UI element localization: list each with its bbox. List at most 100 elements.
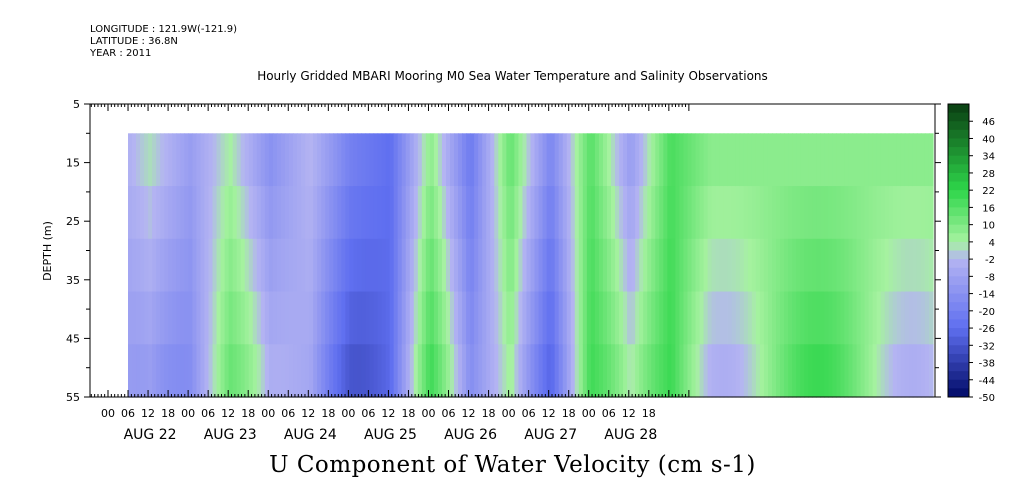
heat-cell xyxy=(643,344,648,398)
heat-cell xyxy=(703,238,709,293)
heat-cell xyxy=(904,133,910,187)
heat-cell xyxy=(518,186,524,240)
heat-cell xyxy=(268,238,274,293)
y-tick-label: 25 xyxy=(66,215,80,228)
heat-cell xyxy=(912,133,918,187)
heat-cell xyxy=(502,238,507,293)
heat-cell xyxy=(751,133,757,187)
heat-cell xyxy=(401,133,407,187)
heat-cell xyxy=(180,186,185,240)
heat-cell xyxy=(462,133,467,187)
heat-cell xyxy=(212,344,218,398)
colorbar-swatch xyxy=(948,129,969,139)
heat-cell xyxy=(606,133,612,187)
heat-cell xyxy=(635,186,640,240)
colorbar-swatch xyxy=(948,319,969,329)
heat-cell xyxy=(128,186,133,240)
heat-cell xyxy=(413,291,419,345)
heat-cell xyxy=(788,133,793,187)
heat-cell xyxy=(643,186,648,240)
x-hour-label: 00 xyxy=(582,407,596,420)
heat-cell xyxy=(373,344,379,398)
heat-cell xyxy=(486,291,491,345)
heat-cell xyxy=(800,238,805,293)
heat-cell xyxy=(872,238,878,293)
heat-cell xyxy=(437,291,443,345)
heat-cell xyxy=(602,133,608,187)
heat-cell xyxy=(454,344,459,398)
heat-cell xyxy=(574,291,580,345)
heat-cell xyxy=(474,238,479,293)
heat-cell xyxy=(570,291,576,345)
heat-cell xyxy=(663,238,668,293)
y-tick-label: 15 xyxy=(66,157,80,170)
heat-cell xyxy=(321,186,326,240)
heat-cell xyxy=(349,186,355,240)
heat-cell xyxy=(325,238,330,293)
heat-cell xyxy=(284,291,290,345)
heat-cell xyxy=(297,291,302,345)
colorbar-swatch xyxy=(948,147,969,157)
heat-cell xyxy=(522,133,528,187)
heat-cell xyxy=(454,186,459,240)
heat-cell xyxy=(824,238,829,293)
colorbar-swatch xyxy=(948,198,969,208)
heat-cell xyxy=(828,291,833,345)
heat-cell xyxy=(409,186,415,240)
heat-cell xyxy=(276,344,282,398)
heat-cell xyxy=(490,344,495,398)
heat-cell xyxy=(747,344,753,398)
heat-cell xyxy=(393,238,399,293)
heat-cell xyxy=(264,344,270,398)
heat-cell xyxy=(144,186,149,240)
heat-cell xyxy=(248,344,254,398)
heat-cell xyxy=(812,344,817,398)
heat-cell xyxy=(176,344,181,398)
heat-cell xyxy=(731,133,737,187)
heat-cell xyxy=(345,238,350,293)
heat-cell xyxy=(928,186,934,240)
heat-cell xyxy=(731,238,737,293)
heat-cell xyxy=(313,133,318,187)
heat-cell xyxy=(574,133,580,187)
heat-cell xyxy=(514,291,520,345)
heat-cell xyxy=(731,291,737,345)
heat-cell xyxy=(260,291,266,345)
heat-cell xyxy=(421,291,427,345)
colorbar-swatch xyxy=(948,104,969,114)
heat-cell xyxy=(856,238,862,293)
heat-cell xyxy=(172,291,177,345)
heat-cell xyxy=(228,186,234,240)
heat-cell xyxy=(276,291,282,345)
heat-cell xyxy=(289,238,294,293)
heat-cell xyxy=(405,344,411,398)
heat-cell xyxy=(373,291,379,345)
heat-cell xyxy=(256,291,262,345)
heat-cell xyxy=(474,291,479,345)
heat-cell xyxy=(329,344,334,398)
x-hour-label: 06 xyxy=(442,407,456,420)
heat-cell xyxy=(554,291,560,345)
heat-cell xyxy=(727,291,733,345)
heat-cell xyxy=(892,133,898,187)
heat-cell xyxy=(168,133,173,187)
heat-cell xyxy=(417,133,423,187)
heat-cell xyxy=(784,291,789,345)
heat-cell xyxy=(180,133,185,187)
heat-cell xyxy=(659,186,664,240)
y-tick-label: 35 xyxy=(66,274,80,287)
heat-cell xyxy=(498,344,503,398)
heat-cell xyxy=(365,186,371,240)
heat-cell xyxy=(606,344,612,398)
heat-cell xyxy=(425,344,431,398)
heat-cell xyxy=(212,238,218,293)
heat-cell xyxy=(707,186,713,240)
heat-cell xyxy=(168,186,173,240)
heat-cell xyxy=(784,344,789,398)
heat-cell xyxy=(663,186,668,240)
heat-cell xyxy=(707,238,713,293)
heat-cell xyxy=(679,133,685,187)
heat-cell xyxy=(655,291,660,345)
heat-cell xyxy=(240,133,246,187)
